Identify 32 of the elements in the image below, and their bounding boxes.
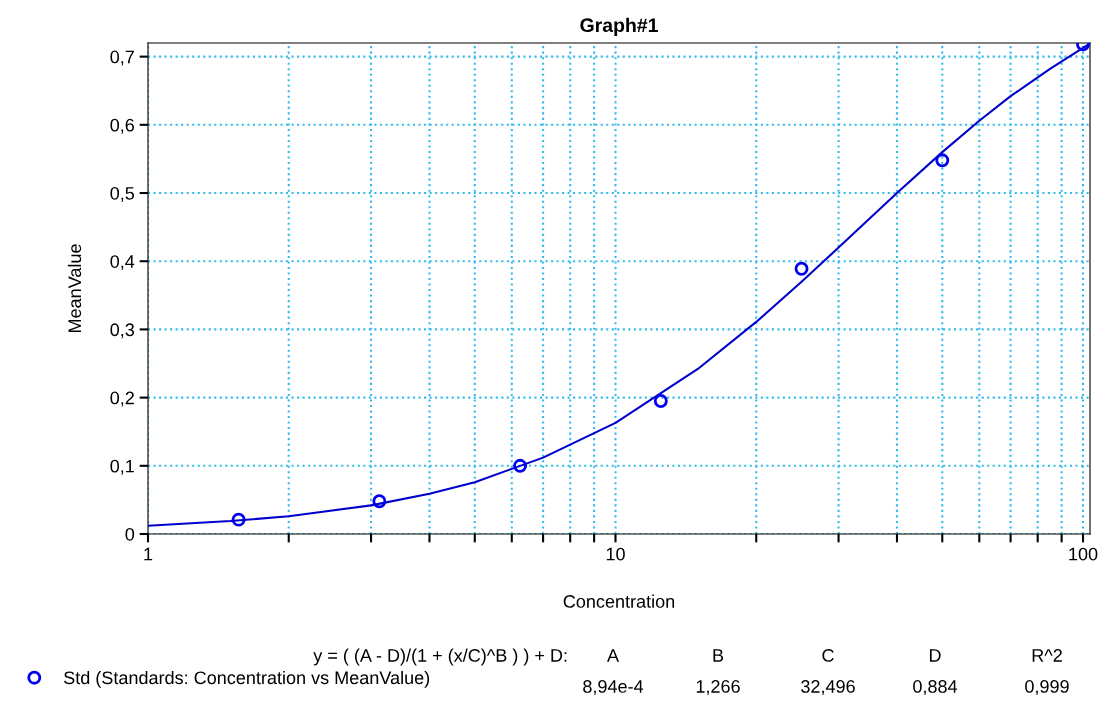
y-tick-label: 0 bbox=[125, 527, 135, 541]
text: y = ( (A - D)/(1 + (x/C)^B ) ) + D: bbox=[313, 648, 567, 666]
text: 0,884 bbox=[913, 680, 958, 695]
text: C bbox=[822, 649, 834, 662]
y-tick-label: 0,1 bbox=[110, 459, 134, 475]
chart-title: Graph#1 bbox=[580, 17, 658, 36]
text: 8,94e-4 bbox=[583, 680, 644, 695]
text: D bbox=[929, 649, 941, 662]
y-tick-label: 0,7 bbox=[110, 50, 134, 66]
point bbox=[794, 261, 809, 276]
point bbox=[653, 394, 668, 408]
point bbox=[513, 458, 528, 473]
x-tick-label: 100 bbox=[1069, 547, 1098, 561]
text: 32,496 bbox=[801, 680, 855, 695]
y-tick-label: 0,6 bbox=[110, 118, 135, 134]
x-tick-label: 10 bbox=[606, 547, 625, 561]
text: 0,999 bbox=[1025, 680, 1069, 695]
y-axis-title: MeanValue bbox=[67, 244, 82, 333]
text: B bbox=[713, 649, 724, 662]
text: A bbox=[607, 649, 619, 662]
point bbox=[935, 153, 950, 168]
text: 1,266 bbox=[696, 680, 740, 695]
y-tick-label: 0,4 bbox=[110, 255, 135, 271]
y-tick-label: 0,5 bbox=[110, 186, 135, 202]
legend-label: Std (Standards: Concentration vs MeanValue) bbox=[64, 670, 430, 688]
x-axis-title: Concentration bbox=[563, 594, 675, 608]
x-tick-label: 1 bbox=[144, 547, 153, 561]
y-tick-label: 0,3 bbox=[110, 323, 135, 339]
point bbox=[231, 512, 246, 527]
point bbox=[372, 494, 387, 509]
y-tick-label: 0,2 bbox=[110, 391, 134, 407]
text: R^2 bbox=[1032, 649, 1062, 662]
